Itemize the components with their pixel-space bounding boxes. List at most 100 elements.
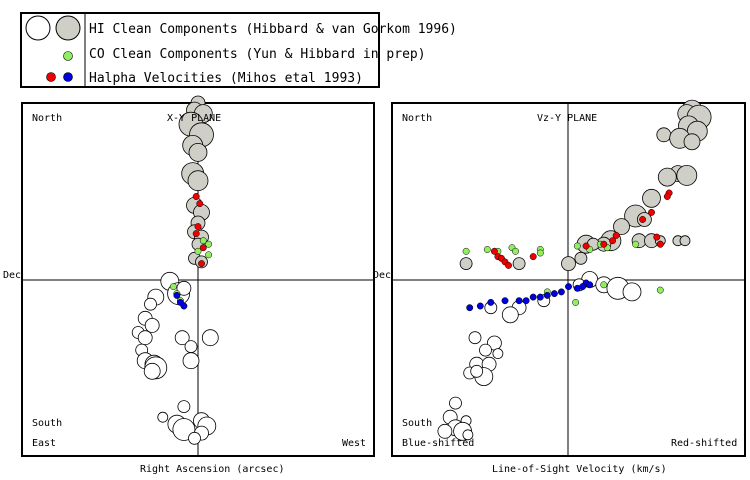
point-hi-near-1-23	[679, 235, 691, 247]
panel-vzy-xlabel: Line-of-Sight Velocity (km/s)	[492, 464, 667, 475]
panel-xy-plane-label: X-Y PLANE	[167, 113, 221, 124]
point-halpha-red-1-14	[653, 233, 661, 241]
point-halpha-red-1-13	[529, 253, 537, 261]
panel-vzy: North Vz-Y PLANE South Blue-shifted Red-…	[373, 99, 746, 475]
point-halpha-red-1-8	[490, 247, 498, 255]
panel-xy-south-label: South	[32, 418, 62, 429]
point-halpha-blue-1-8	[522, 297, 530, 305]
point-hi-far-0-8	[137, 330, 153, 346]
point-hi-far-0-15	[184, 340, 198, 354]
point-halpha-red-1-15	[656, 240, 664, 248]
point-halpha-blue-0-2	[180, 302, 188, 310]
point-hi-far-0-6	[144, 317, 160, 333]
point-hi-near-1-11	[642, 188, 661, 208]
panel-xy-north-label: North	[32, 113, 62, 124]
point-hi-far-1-24	[462, 429, 474, 441]
point-halpha-red-1-6	[582, 242, 590, 250]
point-co-1-13	[600, 281, 608, 289]
point-halpha-blue-1-10	[501, 297, 509, 305]
panel-xy-ylabel: Dec	[3, 270, 21, 281]
panel-vzy-redshift-label: Red-shifted	[671, 438, 737, 449]
point-hi-far-0-18	[177, 400, 191, 414]
point-halpha-blue-1-13	[466, 304, 474, 312]
point-hi-near-1-24	[574, 251, 588, 265]
panel-vzy-north-label: North	[402, 113, 432, 124]
point-co-1-14	[656, 286, 664, 294]
panel-vzy-plane-label: Vz-Y PLANE	[537, 113, 597, 124]
point-co-1-7	[573, 242, 581, 250]
point-hi-far-1-11	[479, 343, 492, 357]
point-co-1-0	[462, 247, 470, 255]
point-hi-far-1-9	[468, 331, 482, 345]
point-hi-far-1-18	[449, 396, 462, 410]
point-halpha-red-1-12	[505, 261, 512, 269]
legend: HI Clean Components (Hibbard & van Gorko…	[20, 12, 457, 88]
point-hi-near-1-14	[613, 218, 630, 236]
point-halpha-blue-1-7	[529, 293, 537, 301]
panel-xy: North X-Y PLANE South East West Dec Righ…	[3, 95, 375, 475]
point-halpha-red-1-4	[612, 231, 620, 239]
legend-symbol-halpha-red	[46, 72, 56, 82]
legend-symbol-hi-near	[55, 15, 81, 41]
point-co-0-2	[194, 247, 202, 255]
panel-xy-marks	[131, 95, 219, 445]
point-co-1-1	[483, 246, 491, 253]
point-hi-near-1-10	[657, 167, 677, 187]
point-hi-far-0-19	[157, 411, 169, 423]
legend-label-halpha: Halpha Velocities (Mihos etal 1993)	[89, 71, 363, 86]
point-co-0-0	[199, 237, 207, 245]
point-hi-far-0-2	[176, 280, 192, 296]
point-halpha-red-1-5	[609, 237, 617, 245]
point-hi-far-1-23	[437, 423, 453, 439]
point-co-0-1	[205, 240, 213, 248]
point-co-1-11	[632, 240, 640, 248]
point-hi-far-0-14	[174, 330, 190, 346]
point-halpha-blue-1-6	[536, 293, 544, 301]
point-halpha-red-1-3	[639, 216, 647, 223]
point-hi-far-0-25	[188, 431, 201, 445]
point-hi-far-0-4	[144, 297, 157, 311]
point-halpha-red-0-1	[196, 200, 204, 208]
panel-vzy-south-label: South	[402, 418, 432, 429]
point-halpha-blue-1-4	[550, 290, 558, 298]
point-hi-near-1-27	[561, 256, 576, 272]
panel-xy-xlabel: Right Ascension (arcsec)	[140, 464, 285, 475]
legend-frame	[20, 12, 380, 88]
point-hi-near-0-8	[187, 170, 209, 192]
legend-label-hi: HI Clean Components (Hibbard & van Gorko…	[89, 22, 457, 37]
point-co-0-3	[205, 251, 213, 259]
point-halpha-blue-0-0	[173, 291, 181, 299]
point-halpha-blue-1-12	[476, 302, 484, 310]
point-hi-near-1-9	[676, 164, 698, 186]
point-halpha-blue-1-3	[557, 288, 565, 296]
point-hi-far-0-17	[182, 352, 200, 370]
panel-vzy-blueshift-label: Blue-shifted	[402, 438, 474, 449]
point-co-1-4	[512, 247, 519, 255]
point-hi-near-1-25	[459, 257, 473, 271]
point-co-0-4	[169, 283, 177, 291]
point-hi-far-1-3	[622, 282, 642, 302]
point-halpha-blue-1-5	[543, 291, 551, 299]
point-hi-near-1-7	[683, 133, 701, 151]
point-halpha-blue-1-14	[586, 281, 594, 289]
point-halpha-red-1-7	[600, 240, 608, 248]
point-co-1-6	[536, 249, 544, 257]
point-halpha-red-0-3	[192, 230, 200, 238]
point-hi-near-1-26	[512, 257, 526, 271]
legend-symbol-halpha-blue	[63, 72, 73, 82]
legend-symbol-hi-far	[25, 15, 51, 41]
point-halpha-red-1-1	[663, 193, 671, 200]
point-hi-far-1-7	[501, 306, 519, 324]
point-hi-far-0-16	[201, 329, 219, 347]
point-hi-far-0-13	[143, 362, 161, 380]
point-halpha-blue-1-0	[565, 283, 572, 291]
panel-vzy-ylabel: Dec	[373, 270, 391, 281]
panel-xy-west-label: West	[342, 438, 366, 449]
point-halpha-blue-1-15	[579, 283, 587, 291]
point-hi-near-0-6	[188, 142, 208, 162]
point-halpha-red-0-5	[198, 260, 205, 268]
point-halpha-red-0-2	[194, 223, 202, 231]
legend-symbol-co	[63, 51, 73, 61]
panel-xy-east-label: East	[32, 438, 56, 449]
